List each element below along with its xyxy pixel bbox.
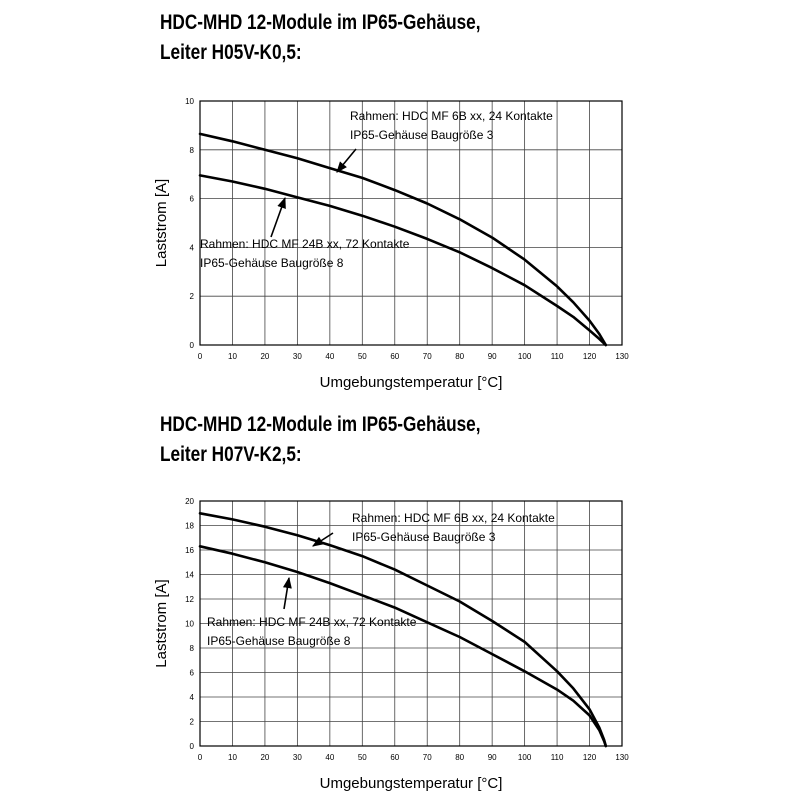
x-tick-label: 40 [325,753,334,762]
y-tick-label: 12 [185,595,194,604]
x-tick-label: 40 [325,352,334,361]
series-1-arrow [336,148,357,173]
x-tick-label: 50 [358,352,367,361]
plot-frame [199,100,623,346]
chart-2-title: HDC-MHD 12-Module im IP65-Gehäuse, Leite… [160,410,481,470]
series-2-arrow [282,576,292,610]
plot-frame [199,500,623,747]
series-2-label-line-1: Rahmen: HDC MF 24B xx, 72 Kontakte [200,237,410,251]
x-tick-label: 90 [488,753,497,762]
series-2-label-line-2: IP65-Gehäuse Baugröße 8 [200,256,344,270]
x-tick-label: 30 [293,352,302,361]
series-1-label-line-2: IP65-Gehäuse Baugröße 3 [352,530,496,544]
series-1-label-line-2: IP65-Gehäuse Baugröße 3 [350,128,494,142]
chart-1: 0 10 20 30 40 50 60 70 80 90 100 110 120 130 0 2 4 6 8 10 Um… [153,97,629,391]
chart-1-title: HDC-MHD 12-Module im IP65-Gehäuse, Leite… [160,8,481,68]
y-axis-label: Laststrom [A] [153,579,170,667]
x-tick-label: 0 [198,753,203,762]
x-tick-label: 60 [390,352,399,361]
y-tick-label: 10 [185,97,194,106]
x-tick-label: 70 [423,753,432,762]
y-tick-label: 18 [185,522,194,531]
y-tick-label: 20 [185,497,194,506]
series-line-1 [198,511,608,748]
x-tick-label: 130 [615,753,629,762]
x-tick-label: 120 [583,352,597,361]
x-tick-label: 100 [518,753,532,762]
series-1-label-line-1: Rahmen: HDC MF 6B xx, 24 Kontakte [350,109,553,123]
x-tick-label: 70 [423,352,432,361]
y-tick-label: 6 [190,669,195,678]
y-tick-label: 6 [190,195,195,204]
x-tick-label: 90 [488,352,497,361]
chart-2: 0 10 20 30 40 50 60 70 80 90 100 110 120 130 0 2 4 6 8 10 12… [153,497,629,792]
x-tick-label: 110 [551,352,564,361]
y-tick-label: 4 [190,243,195,252]
chart-2-title-line-1: HDC-MHD 12-Module im IP65-Gehäuse, [160,413,481,436]
x-axis-label: Umgebungstemperatur [°C] [320,775,503,792]
series-1-arrow [312,532,334,547]
x-tick-label: 100 [518,352,532,361]
x-tick-label: 80 [455,352,464,361]
chart-1-title-line-1: HDC-MHD 12-Module im IP65-Gehäuse, [160,11,481,34]
y-tick-label: 8 [190,146,195,155]
x-tick-label: 20 [260,753,269,762]
series-2-label-line-2: IP65-Gehäuse Baugröße 8 [207,634,351,648]
x-tick-label: 120 [583,753,597,762]
x-tick-label: 130 [615,352,629,361]
x-tick-label: 30 [293,753,302,762]
y-tick-label: 16 [185,546,194,555]
series-line-1 [198,132,608,347]
series-line-2 [198,174,608,347]
y-tick-label: 0 [190,341,195,350]
x-tick-label: 80 [455,753,464,762]
y-tick-label: 2 [190,292,195,301]
x-tick-label: 50 [358,753,367,762]
series-line-2 [198,545,608,748]
y-tick-label: 2 [190,718,195,727]
y-axis-label: Laststrom [A] [153,179,170,267]
y-tick-label: 0 [190,742,195,751]
x-tick-label: 10 [228,753,237,762]
series-2-label-line-1: Rahmen: HDC MF 24B xx, 72 Kontakte [207,615,417,629]
chart-1-title-line-2: Leiter H05V-K0,5: [160,41,302,64]
y-tick-label: 14 [185,571,194,580]
series-2-arrow [270,196,286,238]
x-tick-label: 10 [228,352,237,361]
y-tick-label: 8 [190,644,195,653]
x-tick-label: 110 [551,753,564,762]
x-tick-label: 0 [198,352,203,361]
y-tick-label: 4 [190,693,195,702]
x-tick-label: 60 [390,753,399,762]
chart-2-title-line-2: Leiter H07V-K2,5: [160,443,302,466]
y-tick-label: 10 [185,620,194,629]
x-tick-label: 20 [260,352,269,361]
x-axis-label: Umgebungstemperatur [°C] [320,374,503,391]
series-1-label-line-1: Rahmen: HDC MF 6B xx, 24 Kontakte [352,511,555,525]
